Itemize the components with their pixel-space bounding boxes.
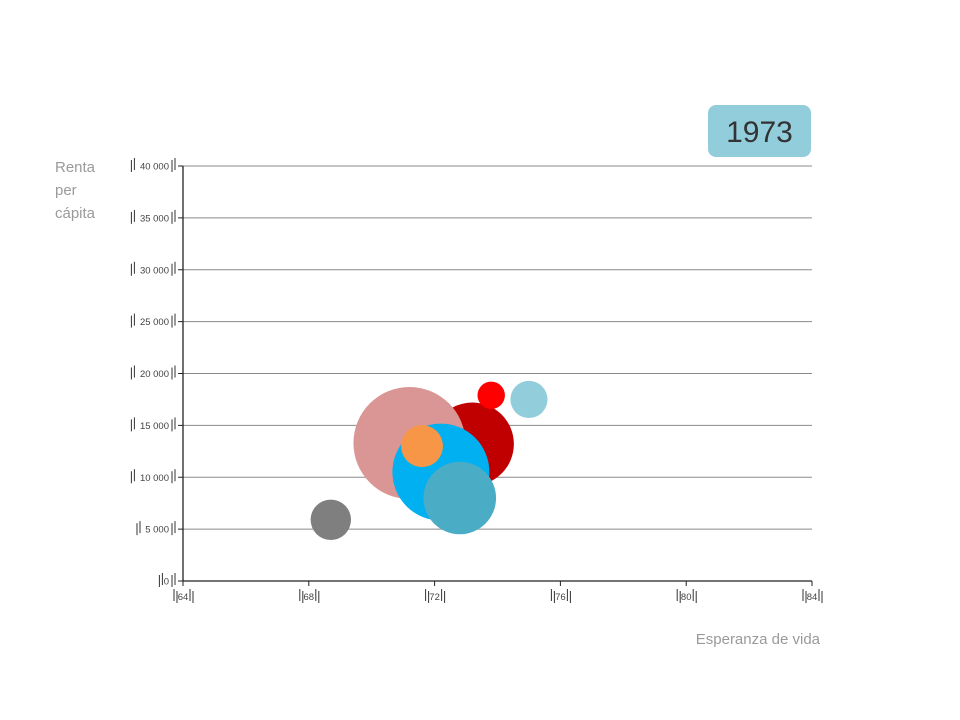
y-tick-bracket bbox=[171, 417, 176, 432]
y-tick-label: 20 000 bbox=[140, 369, 169, 380]
y-tick-bracket bbox=[130, 417, 135, 432]
y-tick-label: 10 000 bbox=[140, 473, 169, 484]
y-axis-title: Renta per cápita bbox=[55, 159, 99, 222]
y-tick-bracket bbox=[130, 365, 135, 380]
x-tick-bracket bbox=[425, 589, 446, 603]
y-tick-bracket bbox=[171, 365, 176, 380]
y-tick-bracket bbox=[130, 209, 135, 224]
x-tick-bracket bbox=[802, 589, 823, 603]
y-tick-labels: 0 5 000 10 000 15 000 20 000 25 000 30 000 35 0… bbox=[130, 158, 183, 588]
y-axis-title-line-3: cápita bbox=[55, 205, 96, 222]
x-tick-label: 64 bbox=[178, 592, 189, 603]
y-tick-bracket bbox=[171, 158, 176, 172]
y-tick-label: 40 000 bbox=[140, 162, 169, 173]
x-tick-label: 72 bbox=[429, 592, 440, 603]
bubble-6 bbox=[477, 381, 505, 410]
bubble-8 bbox=[310, 499, 352, 540]
bubble-7 bbox=[510, 380, 548, 419]
y-axis-title-line-1: Renta bbox=[55, 159, 96, 176]
y-tick-label: 35 000 bbox=[140, 213, 169, 224]
x-axis-title: Esperanza de vida bbox=[696, 631, 821, 648]
y-axis-title-line-2: per bbox=[55, 182, 77, 199]
y-tick-bracket bbox=[130, 469, 135, 484]
y-tick-bracket bbox=[130, 158, 135, 172]
year-badge bbox=[708, 105, 811, 157]
y-tick-label: 5 000 bbox=[145, 525, 169, 536]
x-tick-bracket bbox=[550, 589, 571, 603]
y-tick-label: 0 bbox=[164, 577, 169, 588]
y-tick-bracket bbox=[130, 313, 135, 328]
y-tick-bracket bbox=[158, 573, 163, 587]
y-tick-bracket bbox=[171, 521, 176, 536]
y-tick-bracket bbox=[171, 573, 176, 587]
x-tick-label: 84 bbox=[807, 592, 818, 603]
y-tick-bracket bbox=[136, 521, 141, 536]
x-tick-label: 80 bbox=[681, 592, 692, 603]
y-tick-bracket bbox=[130, 261, 135, 276]
bubbles bbox=[310, 380, 548, 540]
x-tick-bracket bbox=[173, 589, 194, 603]
bubble-4 bbox=[423, 461, 497, 535]
y-tick-label: 25 000 bbox=[140, 317, 169, 328]
x-tick-labels: 64 68 72 76 80 84 bbox=[173, 581, 823, 603]
y-tick-bracket bbox=[171, 469, 176, 484]
year-label: 1973 bbox=[726, 116, 793, 149]
bubble-5 bbox=[401, 425, 443, 468]
y-tick-bracket bbox=[171, 209, 176, 224]
x-tick-bracket bbox=[676, 589, 697, 603]
y-tick-bracket bbox=[171, 261, 176, 276]
y-tick-label: 15 000 bbox=[140, 421, 169, 432]
y-tick-label: 30 000 bbox=[140, 265, 169, 276]
x-tick-bracket bbox=[299, 589, 320, 603]
x-tick-label: 68 bbox=[304, 592, 315, 603]
x-tick-label: 76 bbox=[555, 592, 566, 603]
y-tick-bracket bbox=[171, 313, 176, 328]
